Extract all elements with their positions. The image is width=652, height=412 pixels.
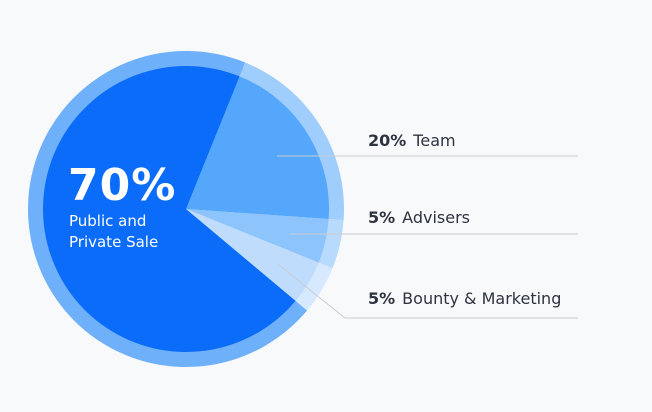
callout-team-percent: 20% [368,131,407,150]
leader-line-3 [277,263,578,319]
main-slice-label: Public and Private Sale [69,212,159,251]
pie-slice-1 [186,76,330,219]
pie-slices [42,66,330,353]
pie-slice-4 [42,66,296,353]
callout-bounty-label: Bounty & Marketing [402,289,562,308]
callout-bounty: 5% Bounty & Marketing [368,289,561,308]
callout-team: 20% Team [368,131,456,150]
callout-advisers-percent: 5% [368,208,396,227]
callout-bounty-percent: 5% [368,289,396,308]
callout-advisers-label: Advisers [402,208,470,227]
pie-slice-3 [186,209,319,301]
pie-slice-2 [186,209,329,263]
main-slice-percent: 70% [68,160,177,211]
callout-team-label: Team [413,131,456,150]
leader-lines [276,155,578,319]
callout-advisers: 5% Advisers [368,208,470,227]
